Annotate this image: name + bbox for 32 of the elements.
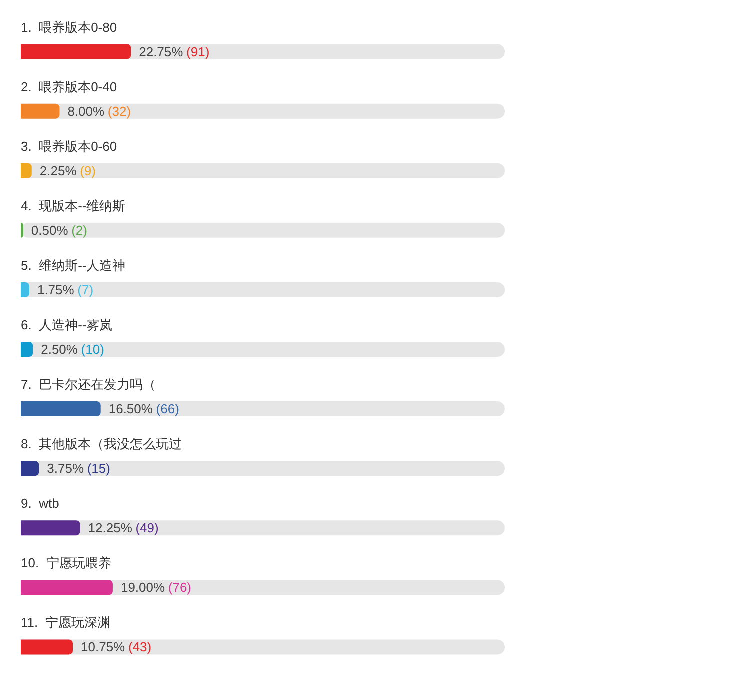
y-tick-label: 11. 宁愿玩深渊 — [21, 615, 110, 630]
data-label: 2.50% (10) — [41, 342, 104, 357]
bar — [21, 44, 132, 60]
y-tick-label: 10. 宁愿玩喂养 — [21, 556, 112, 571]
y-tick-label: 7. 巴卡尔还在发力吗（ — [21, 377, 156, 392]
y-tick-label: 8. 其他版本（我没怎么玩过 — [21, 436, 182, 452]
data-label: 12.25% (49) — [88, 520, 159, 536]
y-tick-label: 6. 人造神--雾岚 — [21, 318, 113, 332]
bar — [21, 163, 32, 178]
y-tick-label: 2. 喂养版本0-40 — [21, 79, 118, 94]
bar — [21, 342, 34, 357]
data-label: 2.25% (9) — [40, 163, 96, 178]
data-label: 3.75% (15) — [47, 461, 110, 476]
data-label: 19.00% (76) — [120, 580, 192, 596]
data-label: 0.50% (2) — [31, 222, 88, 238]
bar — [21, 520, 80, 536]
data-label: 1.75% (7) — [37, 282, 94, 298]
y-tick-label: 1. 喂养版本0-80 — [21, 20, 118, 35]
data-label: 8.00% (32) — [68, 104, 132, 119]
bar — [21, 282, 30, 298]
y-tick-label: 9. wtb — [21, 496, 60, 512]
bar — [21, 580, 113, 596]
data-label: 22.75% (91) — [139, 44, 210, 60]
y-tick-label: 3. 喂养版本0-60 — [21, 138, 118, 154]
y-tick-label: 4. 现版本--维纳斯 — [21, 198, 126, 214]
data-label: 10.75% (43) — [81, 640, 152, 655]
bar — [21, 104, 60, 119]
bar — [21, 402, 101, 417]
y-tick-label: 5. 维纳斯--人造神 — [21, 258, 126, 273]
bar — [21, 640, 74, 655]
bar — [21, 461, 40, 476]
data-label: 16.50% (66) — [108, 402, 180, 417]
